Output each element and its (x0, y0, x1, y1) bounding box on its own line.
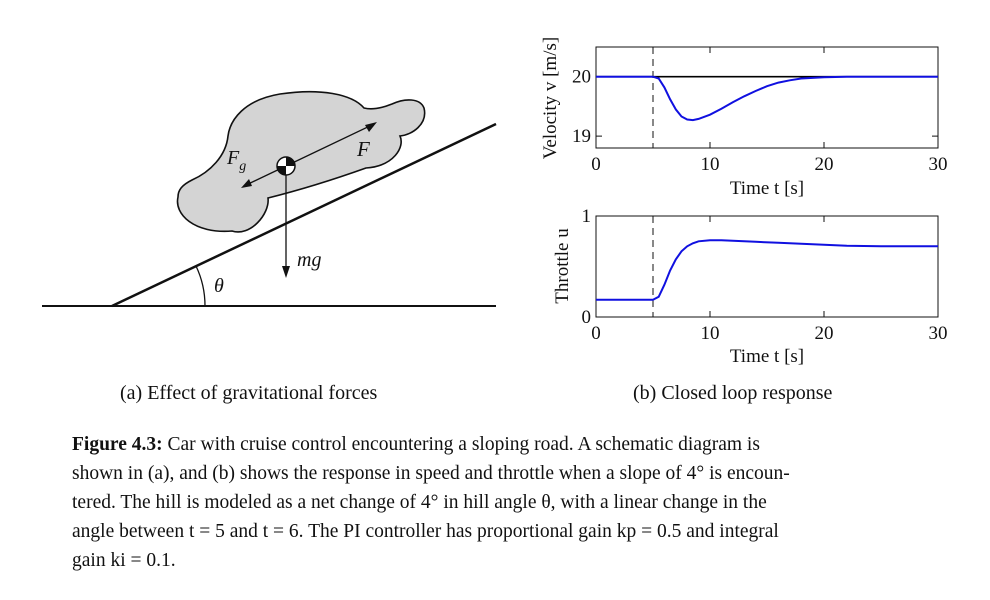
velocity-y-tick-label: 19 (572, 126, 591, 147)
figure-label: Figure 4.3: (72, 434, 163, 455)
caption-line-2: shown in (a), and (b) shows the response… (72, 463, 790, 484)
car-body (176, 90, 426, 233)
angle-arc (195, 265, 206, 307)
throttle-y-tick-label: 0 (582, 307, 592, 328)
caption-line-5: gain ki = 0.1. (72, 550, 176, 571)
velocity-x-tick-label: 30 (929, 154, 948, 175)
figure-caption: Figure 4.3: Car with cruise control enco… (72, 430, 952, 575)
car-on-slope-diagram: θ F Fg mg (42, 90, 497, 308)
gravity-force-arrowhead (241, 179, 252, 188)
slope-line (111, 122, 497, 308)
velocity-x-tick-label: 20 (815, 154, 834, 175)
velocity-y-tick-label: 20 (572, 67, 591, 88)
velocity-chart: 0 10 20 30 19 20 Velocity v [m/s] Time t [s] (540, 37, 948, 199)
drive-force-arrowhead (365, 122, 377, 132)
velocity-x-tick-label: 0 (591, 154, 601, 175)
angle-label: θ (214, 275, 224, 297)
gravity-force-label: Fg (226, 147, 246, 174)
velocity-y-axis-label: Velocity v [m/s] (540, 37, 561, 159)
throttle-y-tick-label: 1 (582, 206, 592, 227)
weight-arrowhead (282, 266, 290, 278)
throttle-chart: 0 10 20 30 0 1 Throttle u Time t [s] (552, 206, 948, 367)
throttle-x-tick-label: 10 (701, 323, 720, 344)
caption-line-3: tered. The hill is modeled as a net chan… (72, 492, 767, 513)
throttle-plot-frame (595, 215, 939, 318)
throttle-x-tick-label: 0 (591, 323, 601, 344)
center-of-mass-icon (276, 156, 296, 176)
caption-line-1: Figure 4.3: Car with cruise control enco… (72, 434, 760, 455)
throttle-series-line (596, 239, 938, 301)
drive-force-arrow (285, 123, 375, 167)
panel-a-caption: (a) Effect of gravitational forces (120, 382, 378, 404)
velocity-series-line (596, 75, 938, 122)
throttle-y-axis-label: Throttle u (552, 228, 573, 304)
throttle-x-axis-label: Time t [s] (730, 346, 804, 367)
drive-force-label: F (356, 137, 370, 161)
velocity-plot-frame (595, 46, 939, 149)
throttle-x-tick-label: 20 (815, 323, 834, 344)
velocity-x-tick-label: 10 (701, 154, 720, 175)
throttle-x-tick-label: 30 (929, 323, 948, 344)
weight-label: mg (297, 249, 321, 271)
velocity-x-axis-label: Time t [s] (730, 178, 804, 199)
caption-line-4: angle between t = 5 and t = 6. The PI co… (72, 521, 779, 542)
panel-b-caption: (b) Closed loop response (633, 382, 833, 404)
